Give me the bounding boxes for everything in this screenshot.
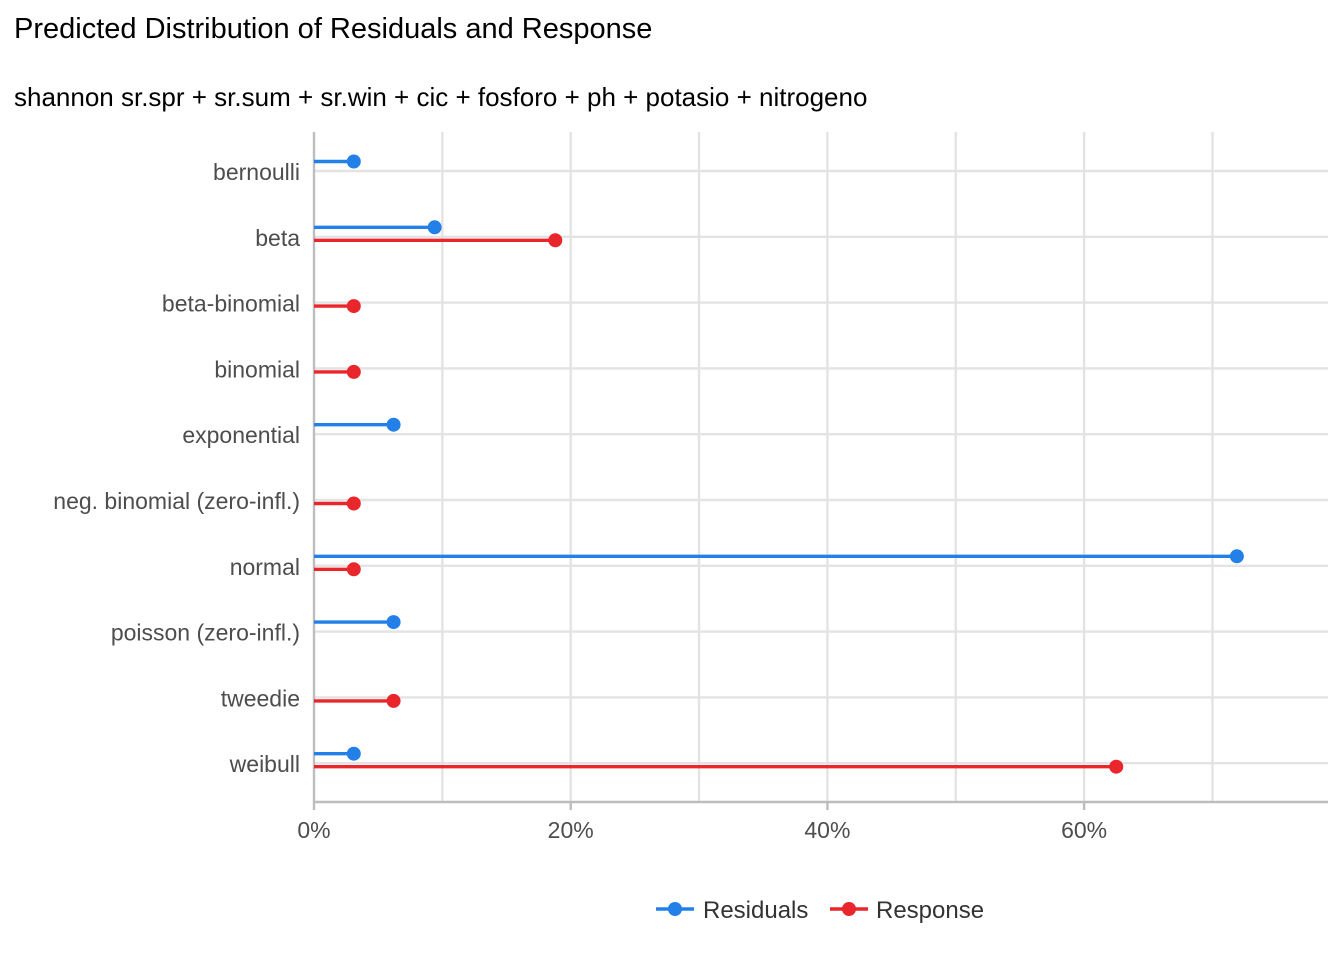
grid: [314, 132, 1328, 802]
lollipop-point: [346, 154, 361, 169]
category-label: poisson (zero-infl.): [111, 620, 300, 646]
legend: Residuals Response: [656, 897, 984, 924]
category-label: bernoulli: [213, 159, 300, 185]
category-label: weibull: [229, 751, 300, 777]
lollipop-point: [386, 417, 401, 432]
lollipop-point: [1229, 549, 1244, 564]
lollipop-point: [346, 746, 361, 761]
category-label: tweedie: [221, 685, 300, 711]
legend-label: Residuals: [703, 897, 808, 924]
x-tick-label: 20%: [548, 817, 594, 843]
chart-title: Predicted Distribution of Residuals and …: [14, 13, 652, 45]
axes: [312, 132, 1328, 810]
lollipop-point: [386, 693, 401, 708]
category-label: beta: [255, 225, 300, 251]
category-label: neg. binomial (zero-infl.): [53, 488, 300, 514]
lollipop-point: [548, 233, 563, 248]
x-tick-labels: 0% 20% 40% 60%: [297, 817, 1107, 843]
lollipop-point: [346, 562, 361, 577]
lollipop-point: [346, 299, 361, 314]
category-label: binomial: [214, 356, 300, 382]
lollipop-point: [427, 220, 442, 235]
legend-swatch-point: [842, 902, 856, 916]
chart-subtitle: shannon sr.spr + sr.sum + sr.win + cic +…: [14, 82, 867, 112]
lollipop-point: [346, 364, 361, 379]
category-label: beta-binomial: [162, 291, 300, 317]
x-tick-label: 60%: [1061, 817, 1107, 843]
x-tick-label: 0%: [297, 817, 330, 843]
legend-label: Response: [876, 897, 984, 924]
x-tick-label: 40%: [804, 817, 850, 843]
category-label: exponential: [182, 422, 300, 448]
lollipop-point: [1109, 759, 1124, 774]
lollipop-point: [346, 496, 361, 511]
lollipop-point: [386, 615, 401, 630]
data-marks: [314, 154, 1244, 774]
legend-swatch-point: [668, 902, 682, 916]
category-labels: bernoulli beta beta-binomial binomial expone…: [53, 159, 300, 777]
category-label: normal: [230, 554, 300, 580]
